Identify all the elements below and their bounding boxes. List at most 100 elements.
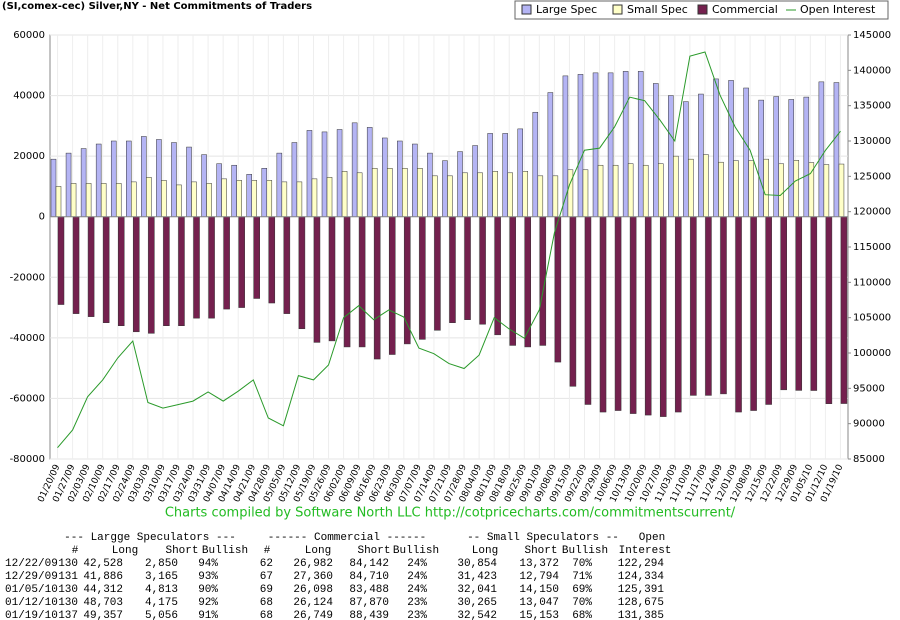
bar [449, 216, 456, 323]
legend-swatch [521, 4, 532, 15]
table-cell: 84,142 [349, 558, 389, 570]
column-header: Interest [619, 545, 672, 557]
y2-tick-label: 125000 [853, 171, 891, 182]
bar [472, 145, 478, 217]
bar [577, 74, 584, 217]
y2-tick-label: 135000 [853, 101, 891, 112]
bar [238, 216, 245, 308]
table-cell: 26,124 [293, 597, 333, 609]
bar [193, 216, 200, 319]
bar [532, 111, 539, 217]
bar [57, 216, 65, 305]
bar [311, 178, 318, 217]
bar [126, 140, 132, 217]
y2-tick-label: 130000 [853, 136, 891, 147]
bar [326, 177, 333, 217]
legend-swatch [697, 4, 708, 15]
bar [419, 216, 426, 340]
bar [675, 216, 682, 413]
bar [479, 216, 486, 325]
bar [808, 162, 815, 217]
bar [487, 133, 493, 217]
y-tick-label: -60000 [10, 393, 45, 404]
table-cell: 2,850 [145, 558, 178, 570]
bar [291, 142, 298, 217]
bar [156, 139, 162, 217]
bar [216, 163, 222, 217]
legend-label: Large Spec [536, 3, 597, 16]
bar [477, 172, 483, 217]
column-header: Short [165, 545, 198, 557]
table-cell: 67 [260, 571, 273, 583]
bar [261, 168, 268, 217]
bar [236, 180, 242, 217]
y2-tick-label: 105000 [853, 313, 891, 324]
bar [191, 181, 197, 217]
legend-label: Open Interest [800, 3, 876, 16]
legend: Large Spec Small Spec Commercial Open Inter… [514, 0, 889, 20]
table-cell: 26,098 [293, 584, 333, 596]
bar [434, 216, 441, 331]
bar [788, 99, 795, 217]
bar [343, 216, 351, 348]
bar [584, 216, 592, 405]
bar [629, 216, 637, 414]
table-cell: 49,357 [83, 610, 123, 620]
bar [298, 216, 306, 330]
table-cell: 5,056 [145, 610, 178, 620]
bar [627, 163, 634, 217]
table-cell: 83,488 [349, 584, 389, 596]
column-header: Long [305, 545, 331, 557]
bar [838, 163, 845, 217]
bar [703, 154, 709, 217]
table-cell: 12,794 [519, 571, 559, 583]
table-cell: 24% [407, 584, 427, 596]
column-header: Short [357, 545, 390, 557]
bar [281, 181, 288, 217]
bar [743, 87, 749, 217]
table-cell: 4,813 [145, 584, 178, 596]
column-header: # [72, 545, 79, 557]
table-cell: 01/05/10 [5, 584, 58, 596]
bar [276, 152, 283, 217]
column-header: Short [524, 545, 557, 557]
chart-title: (SI,comex-cec) Silver,NY - Net Commitmen… [2, 1, 312, 12]
bar [644, 216, 652, 416]
bar [698, 93, 704, 217]
bar [720, 216, 727, 395]
bar [417, 168, 423, 217]
credit: Charts compiled by Software North LLC ht… [165, 506, 736, 521]
table-cell: 30,854 [457, 558, 497, 570]
bar [231, 164, 237, 217]
bar [65, 152, 72, 217]
bar [313, 216, 321, 343]
bar [462, 172, 468, 217]
legend-swatch [612, 4, 623, 15]
table-cell: 23% [407, 597, 427, 609]
table-cell: 62 [260, 558, 273, 570]
bar [778, 163, 784, 217]
bar [688, 158, 694, 217]
bar [622, 71, 629, 217]
bar [402, 168, 408, 217]
table-cell: 26,749 [293, 610, 333, 620]
table-cell: 24% [407, 571, 427, 583]
group-header: --- Largge Speculators --- [64, 532, 236, 544]
bar [432, 175, 438, 217]
bar [803, 96, 810, 217]
bar [612, 164, 619, 217]
bar [148, 216, 155, 334]
bar [358, 216, 366, 348]
bar [336, 129, 343, 217]
table-cell: 84,710 [349, 571, 389, 583]
bar [614, 216, 622, 411]
bar [728, 80, 734, 217]
bar [517, 128, 524, 217]
bar [599, 216, 607, 413]
table-cell: 24% [407, 558, 427, 570]
bar [110, 140, 117, 217]
table-cell: 14,150 [519, 584, 559, 596]
bar [80, 148, 87, 217]
line [57, 51, 841, 449]
